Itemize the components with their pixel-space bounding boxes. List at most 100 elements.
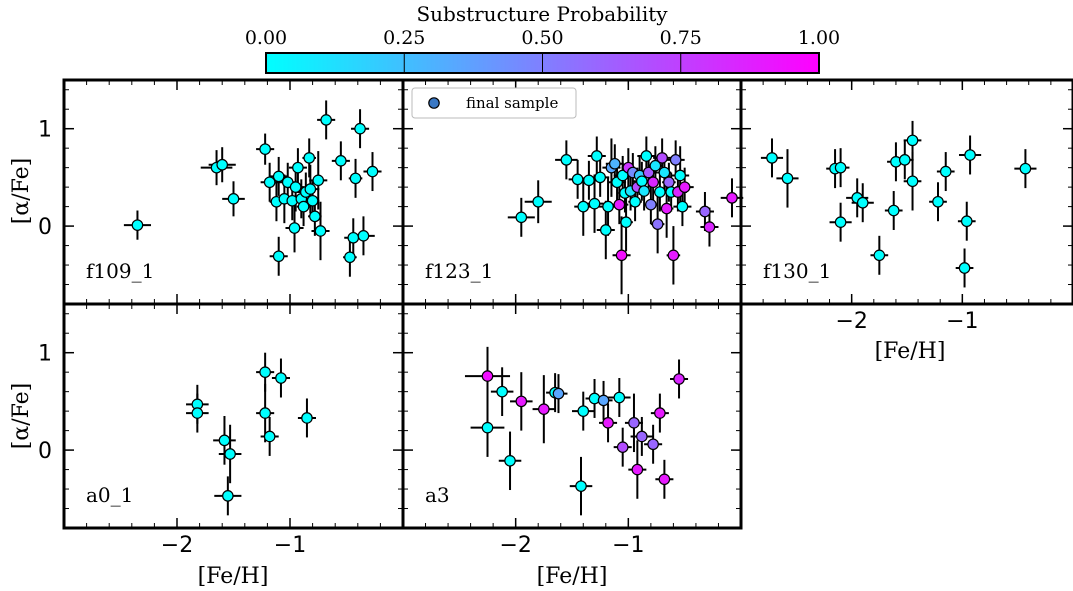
data-point: [649, 159, 662, 172]
data-point: [597, 394, 610, 407]
data-point: [515, 211, 528, 224]
data-point: [609, 157, 621, 170]
data-point: [335, 155, 347, 167]
data-point: [647, 438, 659, 451]
data-point: [504, 454, 516, 467]
data-point: [620, 216, 632, 228]
data-point: [303, 152, 316, 164]
data-point: [481, 421, 494, 434]
data-point: [906, 175, 919, 188]
colorbar: Substructure Probability 0.00 0.25 0.50 0.7…: [245, 2, 840, 74]
data-point: [349, 172, 362, 185]
data-point: [939, 165, 952, 178]
data-point: [297, 200, 310, 213]
panel-label: f130_1: [763, 259, 831, 283]
x-tick-label: −2: [499, 533, 531, 558]
data-point: [660, 202, 673, 215]
data-point: [263, 176, 276, 189]
data-point: [676, 200, 689, 213]
panel-label: a0_1: [86, 483, 133, 507]
data-point: [703, 221, 716, 233]
data-point: [191, 407, 204, 419]
data-point: [602, 417, 614, 429]
data-point: [906, 134, 919, 147]
data-point: [613, 391, 626, 404]
colorbar-tick-labels: 0.00 0.25 0.50 0.75 1.00: [245, 27, 840, 49]
panel-a3: −2 −1 a3: [401, 302, 743, 558]
colorbar-tick-label: 0.00: [245, 27, 287, 49]
data-point: [583, 174, 595, 187]
colorbar-tick-label: 0.50: [521, 27, 563, 49]
data-point: [227, 193, 240, 205]
data-point: [647, 176, 659, 189]
data-point: [674, 169, 686, 182]
data-point: [272, 170, 285, 183]
data-point: [599, 224, 612, 236]
panel-label: a3: [425, 483, 450, 507]
data-point: [577, 405, 590, 417]
data-point: [642, 166, 655, 179]
data-point: [834, 161, 847, 174]
data-point: [590, 150, 603, 162]
data-point: [932, 195, 944, 208]
data-point: [964, 149, 976, 161]
data-point: [259, 143, 271, 155]
data-point: [628, 417, 640, 429]
data-point: [552, 387, 565, 400]
x-tick-label: −2: [161, 533, 193, 558]
data-point: [645, 198, 657, 211]
data-point: [834, 216, 847, 228]
ylabel-top: [α/Fe]: [9, 158, 34, 225]
data-point: [887, 204, 900, 217]
legend: final sample: [411, 87, 577, 119]
data-point: [669, 154, 682, 166]
data-point: [658, 473, 671, 486]
data-point: [856, 196, 869, 209]
data-point: [304, 183, 317, 195]
data-point: [636, 430, 648, 443]
data-point: [673, 373, 685, 385]
panel-label: f109_1: [86, 259, 154, 283]
data-point: [312, 174, 325, 187]
panel-label: f123_1: [425, 259, 493, 283]
data-point: [309, 210, 321, 223]
data-point: [314, 225, 327, 237]
data-point: [651, 218, 664, 230]
data-point: [344, 251, 356, 264]
data-point: [638, 185, 650, 197]
data-point: [496, 385, 508, 398]
data-point: [366, 165, 379, 178]
panel-frame: [401, 302, 743, 530]
data-point: [629, 195, 641, 208]
data-point: [577, 200, 590, 213]
data-point: [726, 192, 738, 204]
xlabel-top-right: [Fe/H]: [875, 339, 946, 364]
legend-label: final sample: [466, 94, 558, 112]
data-point: [224, 448, 236, 460]
data-point: [1019, 162, 1032, 175]
data-point: [898, 154, 911, 166]
data-point: [515, 395, 528, 408]
y-tick-label: 1: [38, 118, 52, 143]
data-point: [575, 480, 587, 492]
data-point: [538, 403, 550, 415]
data-point: [292, 161, 304, 174]
data-point: [654, 407, 666, 419]
x-tick-label: −1: [612, 533, 644, 558]
colorbar-label: Substructure Probability: [416, 2, 668, 26]
data-point: [667, 249, 680, 262]
data-point: [259, 366, 271, 378]
data-point: [306, 194, 319, 207]
colorbar-tick-label: 1.00: [798, 27, 840, 49]
data-point: [699, 205, 711, 218]
data-point: [663, 176, 675, 189]
data-point: [656, 152, 668, 164]
data-point: [678, 181, 691, 193]
data-point: [594, 171, 606, 184]
data-point: [588, 197, 601, 210]
data-point: [301, 412, 313, 424]
data-point: [288, 222, 301, 234]
colorbar-tick-label: 0.75: [660, 27, 702, 49]
data-point: [602, 200, 614, 213]
